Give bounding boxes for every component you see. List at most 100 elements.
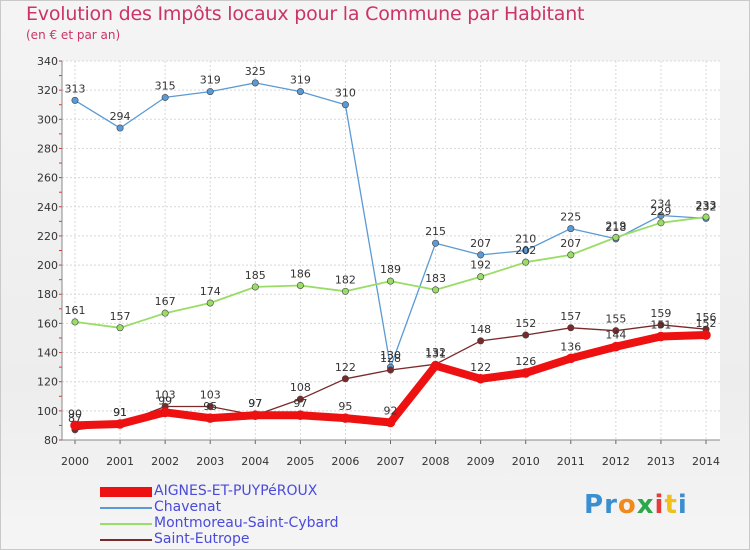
data-point	[477, 251, 485, 259]
data-point	[341, 101, 349, 109]
logo-letter: x	[636, 490, 655, 520]
data-point	[386, 366, 394, 374]
data-label: 136	[560, 340, 581, 353]
data-point	[475, 373, 486, 384]
x-tick-label: 2001	[106, 455, 134, 468]
data-point	[251, 283, 259, 291]
data-label: 95	[338, 400, 352, 413]
data-point	[565, 353, 576, 364]
data-label: 210	[515, 233, 536, 246]
data-label: 108	[290, 381, 311, 394]
chart-title: Evolution des Impôts locaux pour la Comm…	[26, 3, 585, 25]
data-label: 315	[155, 79, 176, 92]
y-tick-label: 260	[37, 172, 58, 185]
data-label: 167	[155, 295, 176, 308]
data-label: 148	[470, 323, 491, 336]
legend-label: Chavenat	[154, 499, 222, 515]
data-label: 131	[425, 348, 446, 361]
legend-label: Saint-Eutrope	[154, 531, 250, 547]
legend-label: Montmoreau-Saint-Cybard	[154, 515, 339, 531]
x-tick-label: 2008	[422, 455, 450, 468]
data-label: 159	[650, 307, 671, 320]
x-tick-label: 2010	[512, 455, 540, 468]
data-label: 91	[113, 406, 127, 419]
data-point	[522, 247, 530, 255]
data-label: 192	[470, 259, 491, 272]
series-0	[70, 330, 711, 431]
legend-swatch	[100, 507, 152, 509]
data-label: 319	[290, 74, 311, 87]
y-tick-label: 120	[37, 376, 58, 389]
data-label: 97	[293, 397, 307, 410]
data-label: 151	[650, 319, 671, 332]
data-label: 174	[200, 285, 221, 298]
data-label: 234	[650, 198, 671, 211]
data-point	[385, 417, 396, 428]
x-tick-label: 2009	[467, 455, 495, 468]
series-2	[71, 213, 710, 332]
data-point	[295, 410, 306, 421]
data-point	[205, 413, 216, 423]
data-point	[206, 88, 214, 96]
legend-swatch	[100, 523, 152, 525]
data-label: 155	[605, 313, 626, 326]
data-point	[520, 368, 531, 378]
y-tick-label: 280	[37, 142, 58, 155]
data-point	[160, 407, 170, 418]
data-point	[116, 124, 124, 132]
data-point	[251, 79, 259, 87]
data-point	[116, 324, 124, 332]
data-point	[567, 251, 575, 259]
x-tick-label: 2014	[692, 455, 720, 468]
data-label: 91	[113, 406, 127, 419]
data-point	[567, 225, 575, 233]
x-tick-label: 2013	[647, 455, 675, 468]
data-point	[340, 413, 351, 423]
y-tick-label: 220	[37, 230, 58, 243]
data-label: 207	[560, 237, 581, 250]
data-label: 122	[470, 361, 491, 374]
data-label: 189	[380, 263, 401, 276]
data-label: 232	[696, 200, 717, 213]
legend-swatch	[100, 487, 152, 497]
x-tick-label: 2011	[557, 455, 585, 468]
data-label: 103	[200, 388, 221, 401]
data-label: 310	[335, 87, 356, 100]
data-label: 128	[380, 352, 401, 365]
proxiti-logo: Proxiti	[584, 490, 688, 520]
data-label: 183	[425, 272, 446, 285]
data-point	[657, 212, 665, 220]
data-point	[432, 239, 440, 247]
data-label: 130	[380, 349, 401, 362]
data-label: 225	[560, 211, 581, 224]
data-point	[341, 287, 349, 295]
data-point	[522, 331, 530, 339]
chart-subtitle: (en € et par an)	[26, 28, 121, 42]
data-label: 233	[696, 199, 717, 212]
y-tick-label: 200	[37, 259, 58, 272]
y-tick-label: 320	[37, 84, 58, 97]
data-label: 152	[696, 317, 717, 330]
data-label: 157	[560, 310, 581, 323]
data-label: 157	[110, 310, 131, 323]
legend-label: AIGNES-ET-PUYPéROUX	[154, 483, 318, 499]
data-point	[567, 324, 575, 332]
data-label: 144	[605, 329, 626, 342]
data-label: 99	[158, 394, 172, 407]
data-label: 97	[248, 397, 262, 410]
data-label: 218	[605, 221, 626, 234]
x-tick-label: 2007	[377, 455, 405, 468]
y-tick-label: 180	[37, 288, 58, 301]
y-tick-label: 100	[37, 405, 58, 418]
data-label: 215	[425, 225, 446, 238]
data-label: 161	[65, 304, 86, 317]
data-label: 87	[68, 412, 82, 425]
data-point	[341, 375, 349, 383]
y-tick-label: 300	[37, 113, 58, 126]
grid	[62, 60, 720, 441]
data-label: 152	[515, 317, 536, 330]
x-tick-label: 2004	[241, 455, 269, 468]
data-label: 313	[65, 82, 86, 95]
logo-letter: r	[604, 490, 618, 520]
